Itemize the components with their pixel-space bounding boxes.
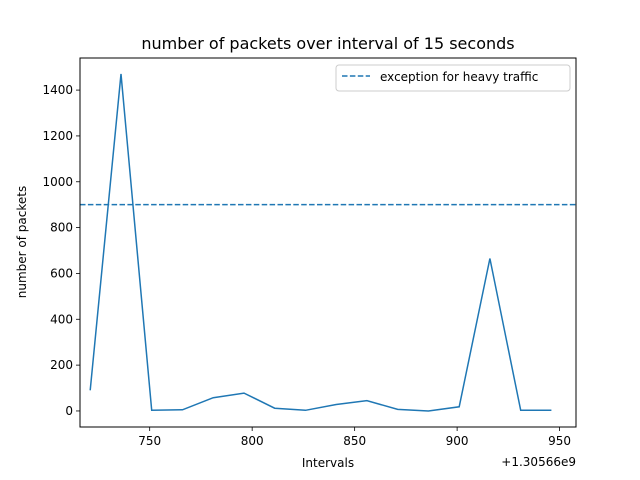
- x-tick-label: 900: [446, 434, 469, 448]
- y-tick-label: 400: [50, 312, 73, 326]
- y-tick-label: 1200: [42, 129, 73, 143]
- plot-frame: [79, 57, 577, 428]
- x-tick-label: 800: [241, 434, 264, 448]
- y-tick-label: 1000: [42, 175, 73, 189]
- x-axis-offset-label: +1.30566e9: [501, 455, 576, 469]
- x-tick-label: 950: [548, 434, 571, 448]
- y-tick-label: 1400: [42, 83, 73, 97]
- y-tick-label: 800: [50, 221, 73, 235]
- y-axis-label: number of packets: [15, 186, 29, 298]
- chart-title: number of packets over interval of 15 se…: [141, 34, 514, 53]
- x-tick-label: 750: [138, 434, 161, 448]
- legend-box: [335, 64, 571, 92]
- y-tick-label: 600: [50, 266, 73, 280]
- x-axis: 750 800 850 900 950: [138, 427, 571, 448]
- y-tick-label: 0: [65, 404, 73, 418]
- x-axis-label: Intervals: [302, 456, 354, 470]
- series-line: [89, 73, 552, 412]
- x-tick-label: 850: [343, 434, 366, 448]
- y-axis: 0 200 400 600 800 1000 1200 1400: [42, 83, 80, 418]
- y-tick-label: 200: [50, 358, 73, 372]
- legend-label: exception for heavy traffic: [380, 70, 538, 84]
- plot-area: [80, 73, 576, 412]
- legend: exception for heavy traffic: [335, 64, 571, 92]
